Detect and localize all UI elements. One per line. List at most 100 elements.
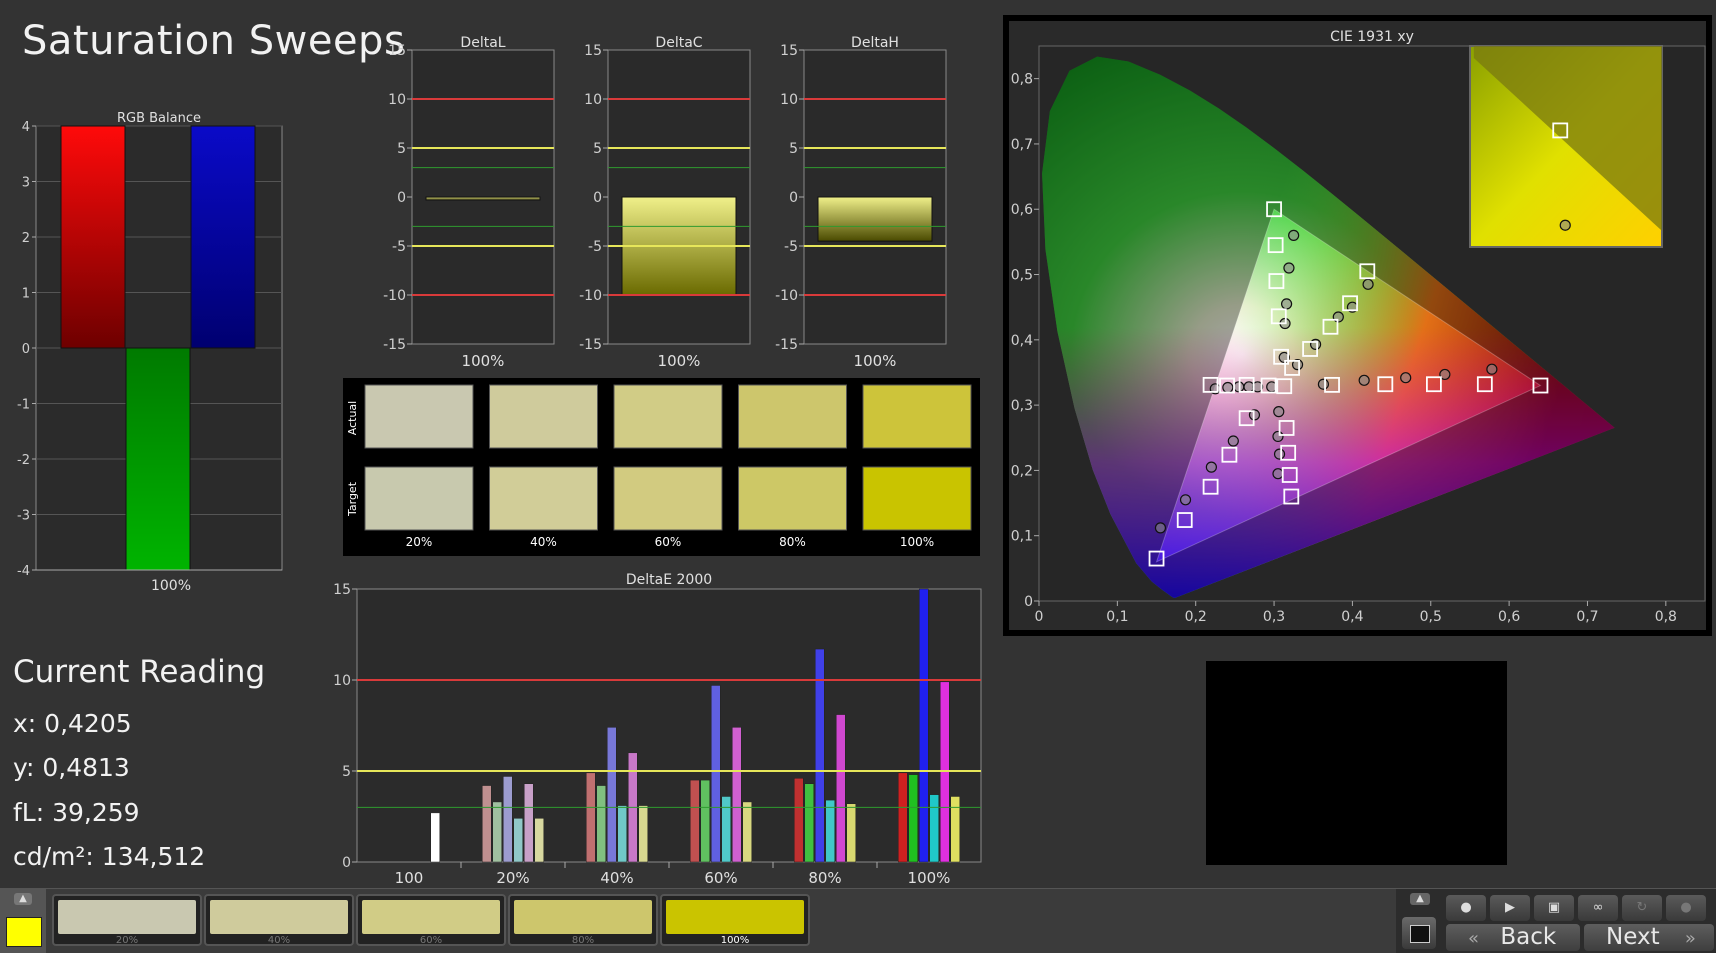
patch-tile[interactable]: 20% [52,894,202,946]
measured-point [1280,298,1293,310]
target-point [1202,376,1219,393]
x-tick-label: 0,3 [1263,609,1285,625]
measured-point [1272,430,1284,443]
bar [711,685,721,863]
chart-title: DeltaE 2000 [626,572,712,588]
swatch-target [738,466,847,531]
pattern-preview-window [1206,661,1507,865]
patch-tile-swatch [362,900,500,934]
target-point [1238,410,1255,427]
measured-point [1291,359,1304,371]
measured-point [1222,381,1234,394]
bar [804,783,814,863]
row-label-target: Target [346,481,359,517]
swatch-target [364,466,474,531]
patch-tile[interactable]: 80% [508,894,658,946]
stop-button[interactable] [1402,917,1436,949]
patch-tile[interactable]: 40% [204,894,354,946]
bar [607,727,617,863]
target-point [1324,376,1340,393]
y-tick-label: 0,4 [1011,333,1033,349]
delta-e-2000-chart: DeltaE 2000 15 10 5 0 100 20% 40% 60% 80% 100% [333,572,982,887]
x-tick-label: 20% [496,869,529,887]
swatch-label: 100% [900,535,934,549]
target-point [1270,308,1287,325]
y-tick-label: 2 [22,231,30,246]
x-tick-label: 100% [658,352,701,366]
measured-point [1283,262,1295,274]
target-point [1273,348,1290,365]
chart-title: DeltaH [851,35,899,51]
inset-target-point [1552,122,1569,139]
swatch-actual [738,384,847,449]
target-point [1219,377,1235,394]
target-point [1302,341,1319,357]
y-tick-label: -10 [579,288,602,304]
collapse-up-icon[interactable]: ▲ [1410,893,1430,905]
stop-icon[interactable]: ● [1446,895,1486,921]
x-tick-label: 0,8 [1655,609,1677,625]
y-tick-label: -5 [784,239,798,255]
patch-tile[interactable]: 60% [356,894,506,946]
delta-c-chart: DeltaC 15 10 5 0 -5 -10 -15 100% [579,35,751,366]
y-tick-label: 0 [22,342,30,357]
bar [836,714,846,863]
save-icon[interactable]: ▣ [1534,895,1574,921]
patch-tile-label: 100% [720,935,750,946]
y-tick-label: 0 [593,190,602,206]
collapse-up-icon[interactable]: ▲ [14,893,32,905]
y-tick-label: 0,7 [1011,137,1033,153]
refresh-icon[interactable]: ↻ [1622,895,1662,921]
bar [586,772,596,863]
x-tick-label: 0,7 [1576,609,1598,625]
x-tick-label: 80% [808,869,841,887]
bar [690,779,700,863]
record-icon[interactable]: ● [1666,895,1706,921]
y-tick-label: 5 [342,764,351,780]
swatch-actual [862,384,972,449]
y-tick-label: 1 [22,287,30,302]
measured-point [1227,435,1239,447]
next-button[interactable]: Next » [1584,924,1714,951]
target-point [1268,273,1285,289]
y-tick-label: 0,5 [1011,268,1033,284]
inset-shade [1473,46,1662,231]
chart-title: DeltaL [460,35,505,51]
bar-green [125,347,191,571]
bar-delta-l [425,196,541,201]
y-tick-label: 0 [789,190,798,206]
y-tick-label: 0,8 [1011,72,1033,88]
bar-delta-h [817,196,933,242]
measured-point [1273,406,1285,418]
bar [596,785,606,863]
bar [513,818,523,863]
measured-point [1358,374,1370,386]
play-icon[interactable]: ▶ [1490,895,1530,921]
bar [846,803,856,863]
patch-tile-label: 80% [571,935,595,946]
y-tick-label: 0 [397,190,406,206]
patch-tile[interactable]: 100% [660,894,810,946]
x-tick-label: 0,4 [1341,609,1363,625]
target-point [1322,318,1339,335]
chart-title: CIE 1931 xy [1330,29,1414,45]
bar [638,805,648,863]
back-button[interactable]: « Back [1446,924,1580,951]
bar-blue [190,125,256,349]
swatch-actual [489,384,598,449]
y-tick-label: -10 [383,288,406,304]
target-point [1359,263,1376,280]
page-title: Saturation Sweeps [22,18,406,64]
loop-icon[interactable]: ∞ [1578,895,1618,921]
y-tick-label: -15 [383,337,406,353]
y-tick-label: 15 [388,43,406,59]
bar-red [60,125,126,349]
y-tick-label: -2 [17,453,30,468]
target-point [1276,378,1293,395]
y-tick-label: 4 [22,120,30,135]
swatch-comparison-panel: 20% 40% 60% 80% 100% Actual Target [343,378,980,556]
target-point [1238,376,1255,393]
x-tick-label: 0 [1035,609,1044,625]
y-tick-label: -4 [17,564,30,579]
swatch-target [862,466,972,531]
